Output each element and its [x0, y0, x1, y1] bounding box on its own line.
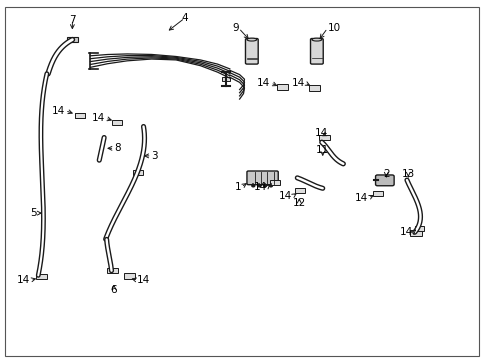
- Bar: [308, 85, 319, 91]
- Text: 14: 14: [279, 191, 292, 201]
- Bar: [409, 230, 421, 236]
- FancyBboxPatch shape: [245, 39, 258, 64]
- Text: 14: 14: [253, 182, 266, 192]
- Bar: [277, 84, 287, 90]
- FancyBboxPatch shape: [310, 39, 323, 64]
- Text: 2: 2: [382, 169, 389, 179]
- FancyBboxPatch shape: [375, 175, 393, 186]
- Text: 14: 14: [354, 193, 367, 203]
- Text: 9: 9: [231, 23, 238, 33]
- Bar: [221, 77, 230, 81]
- Text: 13: 13: [401, 169, 414, 179]
- Text: 4: 4: [181, 13, 188, 23]
- Text: 1: 1: [234, 182, 241, 192]
- Text: 6: 6: [110, 285, 117, 295]
- Bar: [295, 188, 305, 193]
- Bar: [414, 226, 424, 231]
- Bar: [112, 120, 122, 125]
- Circle shape: [257, 185, 260, 187]
- Text: 14: 14: [314, 128, 327, 138]
- Ellipse shape: [246, 38, 256, 41]
- Text: 11: 11: [315, 145, 329, 155]
- Text: 7: 7: [69, 15, 76, 25]
- Text: 14: 14: [399, 227, 412, 237]
- Text: 8: 8: [114, 143, 121, 153]
- Text: 3: 3: [151, 151, 158, 161]
- Text: 12: 12: [292, 198, 305, 208]
- Circle shape: [263, 185, 266, 187]
- Text: 5: 5: [30, 208, 37, 218]
- Bar: [318, 135, 329, 140]
- Text: 14: 14: [291, 78, 304, 88]
- Text: 10: 10: [327, 23, 340, 33]
- Text: 14: 14: [52, 105, 65, 116]
- Bar: [107, 268, 118, 274]
- Text: 14: 14: [17, 275, 30, 285]
- Bar: [36, 274, 47, 279]
- Bar: [133, 170, 142, 175]
- Bar: [124, 273, 135, 279]
- Bar: [66, 37, 78, 42]
- Circle shape: [269, 185, 272, 187]
- Text: 14: 14: [137, 275, 150, 285]
- Bar: [270, 180, 280, 185]
- Bar: [75, 113, 84, 118]
- Text: 14: 14: [257, 78, 270, 88]
- FancyBboxPatch shape: [246, 171, 278, 185]
- Bar: [75, 113, 84, 118]
- Ellipse shape: [311, 38, 321, 41]
- Text: 14: 14: [92, 113, 105, 123]
- Circle shape: [251, 185, 254, 187]
- Bar: [372, 191, 383, 197]
